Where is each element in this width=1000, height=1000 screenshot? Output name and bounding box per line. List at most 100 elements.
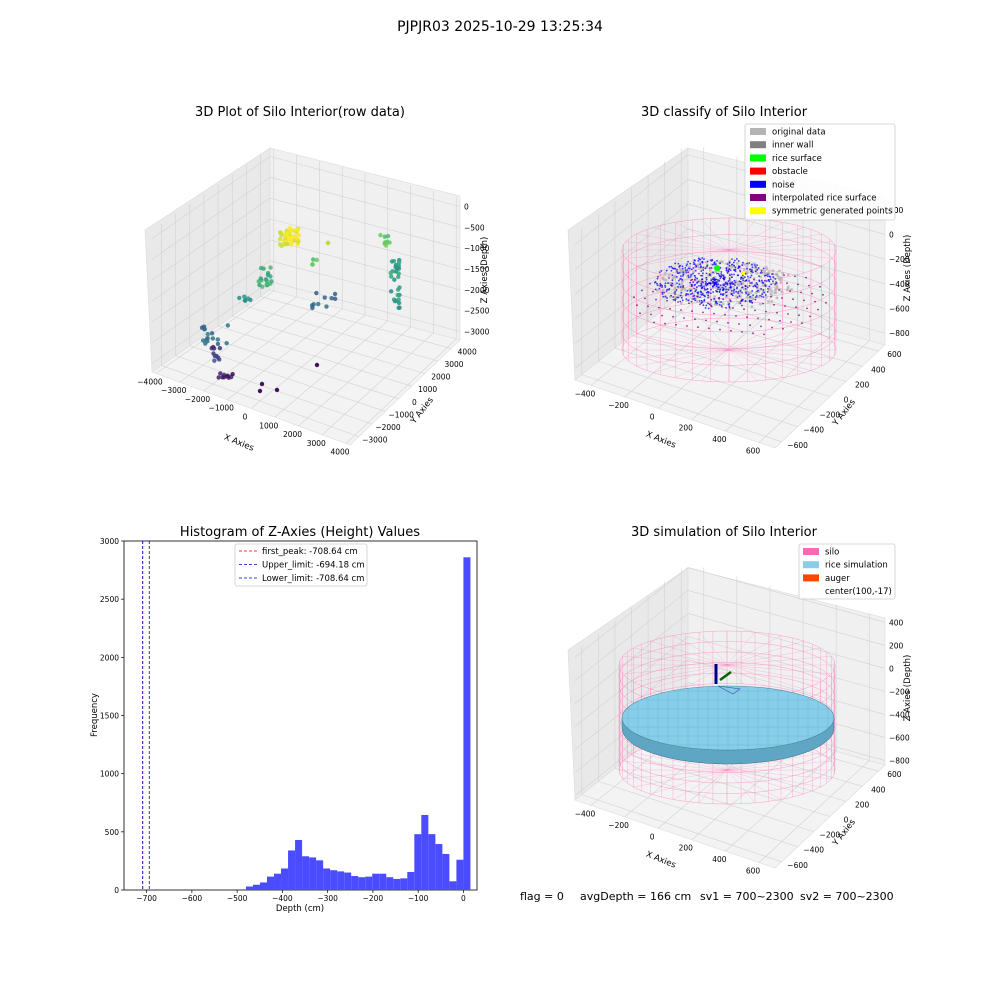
x-tick-label: 400 bbox=[712, 435, 727, 444]
histogram-x-axis-label: Depth (cm) bbox=[276, 904, 324, 914]
histogram-bar bbox=[365, 876, 373, 890]
panel-simulation-title: 3D simulation of Silo Interior bbox=[631, 525, 818, 540]
classify-x-ticks: −400 −200 0 200 400 600 bbox=[575, 389, 761, 455]
histogram-bar bbox=[456, 859, 464, 890]
histogram-bar bbox=[421, 814, 429, 890]
legend-label: inner wall bbox=[772, 141, 813, 151]
y-tick-label: −200 bbox=[820, 411, 841, 420]
z-tick-label: 0 bbox=[889, 664, 894, 673]
histogram-bar bbox=[435, 844, 443, 890]
z-tick-label: −800 bbox=[889, 757, 910, 766]
z-tick-label: 0 bbox=[464, 203, 469, 212]
classify-legend: original data inner wall rice surface obsta… bbox=[744, 123, 896, 221]
histogram-bar bbox=[316, 860, 324, 890]
y-tick-label: 2500 bbox=[100, 595, 119, 604]
histogram-bar bbox=[414, 834, 422, 890]
x-tick-label: 0 bbox=[650, 412, 655, 421]
histogram-bar bbox=[372, 873, 380, 890]
sim-legend: silo rice simulation auger center(100,-17) bbox=[798, 543, 896, 600]
histogram-bar bbox=[274, 873, 282, 890]
classify-x-axis-label: X Axies bbox=[644, 430, 677, 451]
legend-label: center(100,-17) bbox=[825, 587, 892, 597]
y-tick-label: 500 bbox=[105, 828, 120, 837]
legend-label: obstacle bbox=[772, 167, 808, 177]
x-tick-label: −400 bbox=[575, 389, 596, 398]
figure-suptitle: PJPJR03 2025-10-29 13:25:34 bbox=[397, 19, 603, 35]
y-tick-label: 4000 bbox=[458, 347, 477, 356]
x-tick-label: −200 bbox=[608, 821, 629, 830]
histogram-bar bbox=[386, 877, 394, 890]
histogram-legend-frame bbox=[234, 543, 368, 587]
classify-pane-floor bbox=[574, 289, 886, 449]
x-tick-label: −300 bbox=[317, 894, 338, 903]
histogram-bar bbox=[281, 868, 289, 890]
histogram-bar bbox=[449, 881, 457, 890]
x-tick-label: 2000 bbox=[283, 430, 302, 439]
classify-silo-wireframe bbox=[621, 217, 837, 383]
legend-label: Upper_limit: -694.18 cm bbox=[262, 561, 365, 571]
histogram-bar bbox=[463, 557, 471, 890]
y-tick-label: −3000 bbox=[362, 436, 388, 445]
raw-points bbox=[199, 225, 402, 394]
x-tick-label: 1000 bbox=[259, 421, 278, 430]
y-tick-label: 2000 bbox=[431, 373, 450, 382]
histogram-y-axis-label: Frequency bbox=[90, 693, 100, 737]
histogram-bar bbox=[252, 884, 260, 890]
z-tick-label: −1500 bbox=[464, 265, 490, 274]
sim-x-axis-label: X Axies bbox=[644, 850, 677, 871]
histogram-bar bbox=[259, 882, 268, 890]
legend-label: Lower_limit: -708.64 cm bbox=[262, 574, 364, 584]
sim-x-ticks: −400 −200 0 200 400 600 bbox=[575, 809, 761, 875]
legend-swatch bbox=[750, 154, 766, 162]
legend-label: interpolated rice surface bbox=[772, 194, 877, 204]
x-tick-label: −200 bbox=[608, 401, 629, 410]
legend-swatch bbox=[803, 574, 819, 582]
z-tick-label: −500 bbox=[464, 223, 485, 232]
histogram-vertical-lines bbox=[142, 541, 150, 890]
y-tick-label: 1000 bbox=[418, 385, 437, 394]
legend-label: first_peak: -708.64 cm bbox=[262, 547, 358, 557]
legend-label: original data bbox=[772, 128, 826, 138]
histogram-bar bbox=[400, 878, 408, 890]
y-tick-label: 400 bbox=[871, 785, 886, 794]
y-tick-label: 200 bbox=[855, 380, 870, 389]
sim-z-ticks: 400 200 0 −200 −400 −600 −800 bbox=[889, 618, 910, 765]
histogram-x-ticks: −700 −600 −500 −400 −300 −200 −100 0 bbox=[136, 890, 466, 903]
x-tick-label: −700 bbox=[136, 894, 157, 903]
y-tick-label: 0 bbox=[412, 398, 417, 407]
x-tick-label: −500 bbox=[227, 894, 248, 903]
x-tick-label: −100 bbox=[408, 894, 429, 903]
x-tick-label: −1000 bbox=[209, 404, 235, 413]
x-tick-label: −2000 bbox=[185, 395, 211, 404]
legend-label: noise bbox=[772, 180, 795, 190]
legend-label: symmetric generated points bbox=[772, 207, 893, 217]
x-tick-label: −600 bbox=[182, 894, 203, 903]
histogram-legend: first_peak: -708.64 cm Upper_limit: -694.… bbox=[234, 543, 368, 587]
raw-z-axis-label: Z Axies (Depth) bbox=[480, 237, 490, 304]
x-tick-label: 0 bbox=[243, 413, 248, 422]
footer-sv1: sv1 = 700~2300 bbox=[700, 890, 794, 903]
legend-label: rice surface bbox=[772, 154, 822, 164]
histogram-bar bbox=[309, 857, 317, 890]
y-tick-label: 3000 bbox=[100, 537, 119, 546]
z-tick-label: 200 bbox=[889, 206, 904, 215]
histogram-bar bbox=[330, 870, 338, 890]
footer-avg-depth: avgDepth = 166 cm bbox=[580, 890, 691, 903]
classify-points bbox=[633, 257, 827, 336]
legend-swatch bbox=[750, 207, 766, 215]
z-tick-label: 400 bbox=[889, 618, 904, 627]
histogram-bar bbox=[267, 876, 275, 890]
z-tick-label: −400 bbox=[889, 711, 910, 720]
legend-swatch bbox=[750, 180, 766, 188]
x-tick-label: 0 bbox=[461, 894, 466, 903]
classify-legend-frame bbox=[744, 123, 896, 221]
z-tick-label: −200 bbox=[889, 688, 910, 697]
footer-status: flag = 0 avgDepth = 166 cm sv1 = 700~230… bbox=[520, 890, 894, 903]
y-tick-label: 1000 bbox=[100, 770, 119, 779]
footer-flag: flag = 0 bbox=[520, 890, 564, 903]
x-tick-label: 200 bbox=[679, 424, 694, 433]
y-tick-label: 600 bbox=[887, 350, 902, 359]
